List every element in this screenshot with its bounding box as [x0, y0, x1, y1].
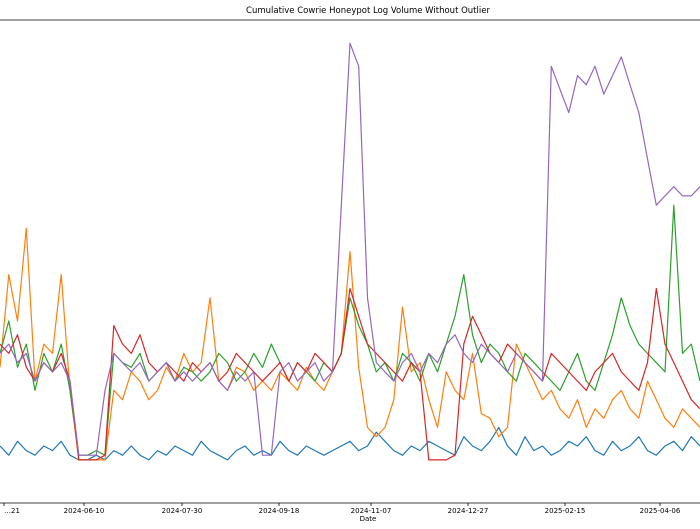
x-tick-label: 2025-04-06: [640, 507, 681, 515]
series-line-4: [0, 42, 700, 456]
x-tick-label: …21: [4, 507, 20, 515]
x-tick-label: 2024-07-30: [162, 507, 203, 515]
series-line-2: [0, 204, 700, 456]
x-tick-label: 2024-11-07: [351, 507, 392, 515]
plot-area: [0, 42, 700, 461]
x-tick-label: 2024-12-27: [448, 507, 489, 515]
series-line-1: [0, 227, 700, 461]
x-tick-label: 2025-02-15: [545, 507, 586, 515]
x-tick-label: 2024-06-10: [64, 507, 105, 515]
series-line-0: [0, 426, 700, 461]
series-line-3: [0, 287, 700, 461]
x-axis-label: Date: [360, 515, 377, 523]
x-tick-label: 2024-09-18: [259, 507, 300, 515]
x-axis-ticks: …21 2024-06-10 2024-07-30 2024-09-18 2024-11…: [3, 503, 681, 515]
chart-title: Cumulative Cowrie Honeypot Log Volume Wi…: [246, 6, 490, 16]
